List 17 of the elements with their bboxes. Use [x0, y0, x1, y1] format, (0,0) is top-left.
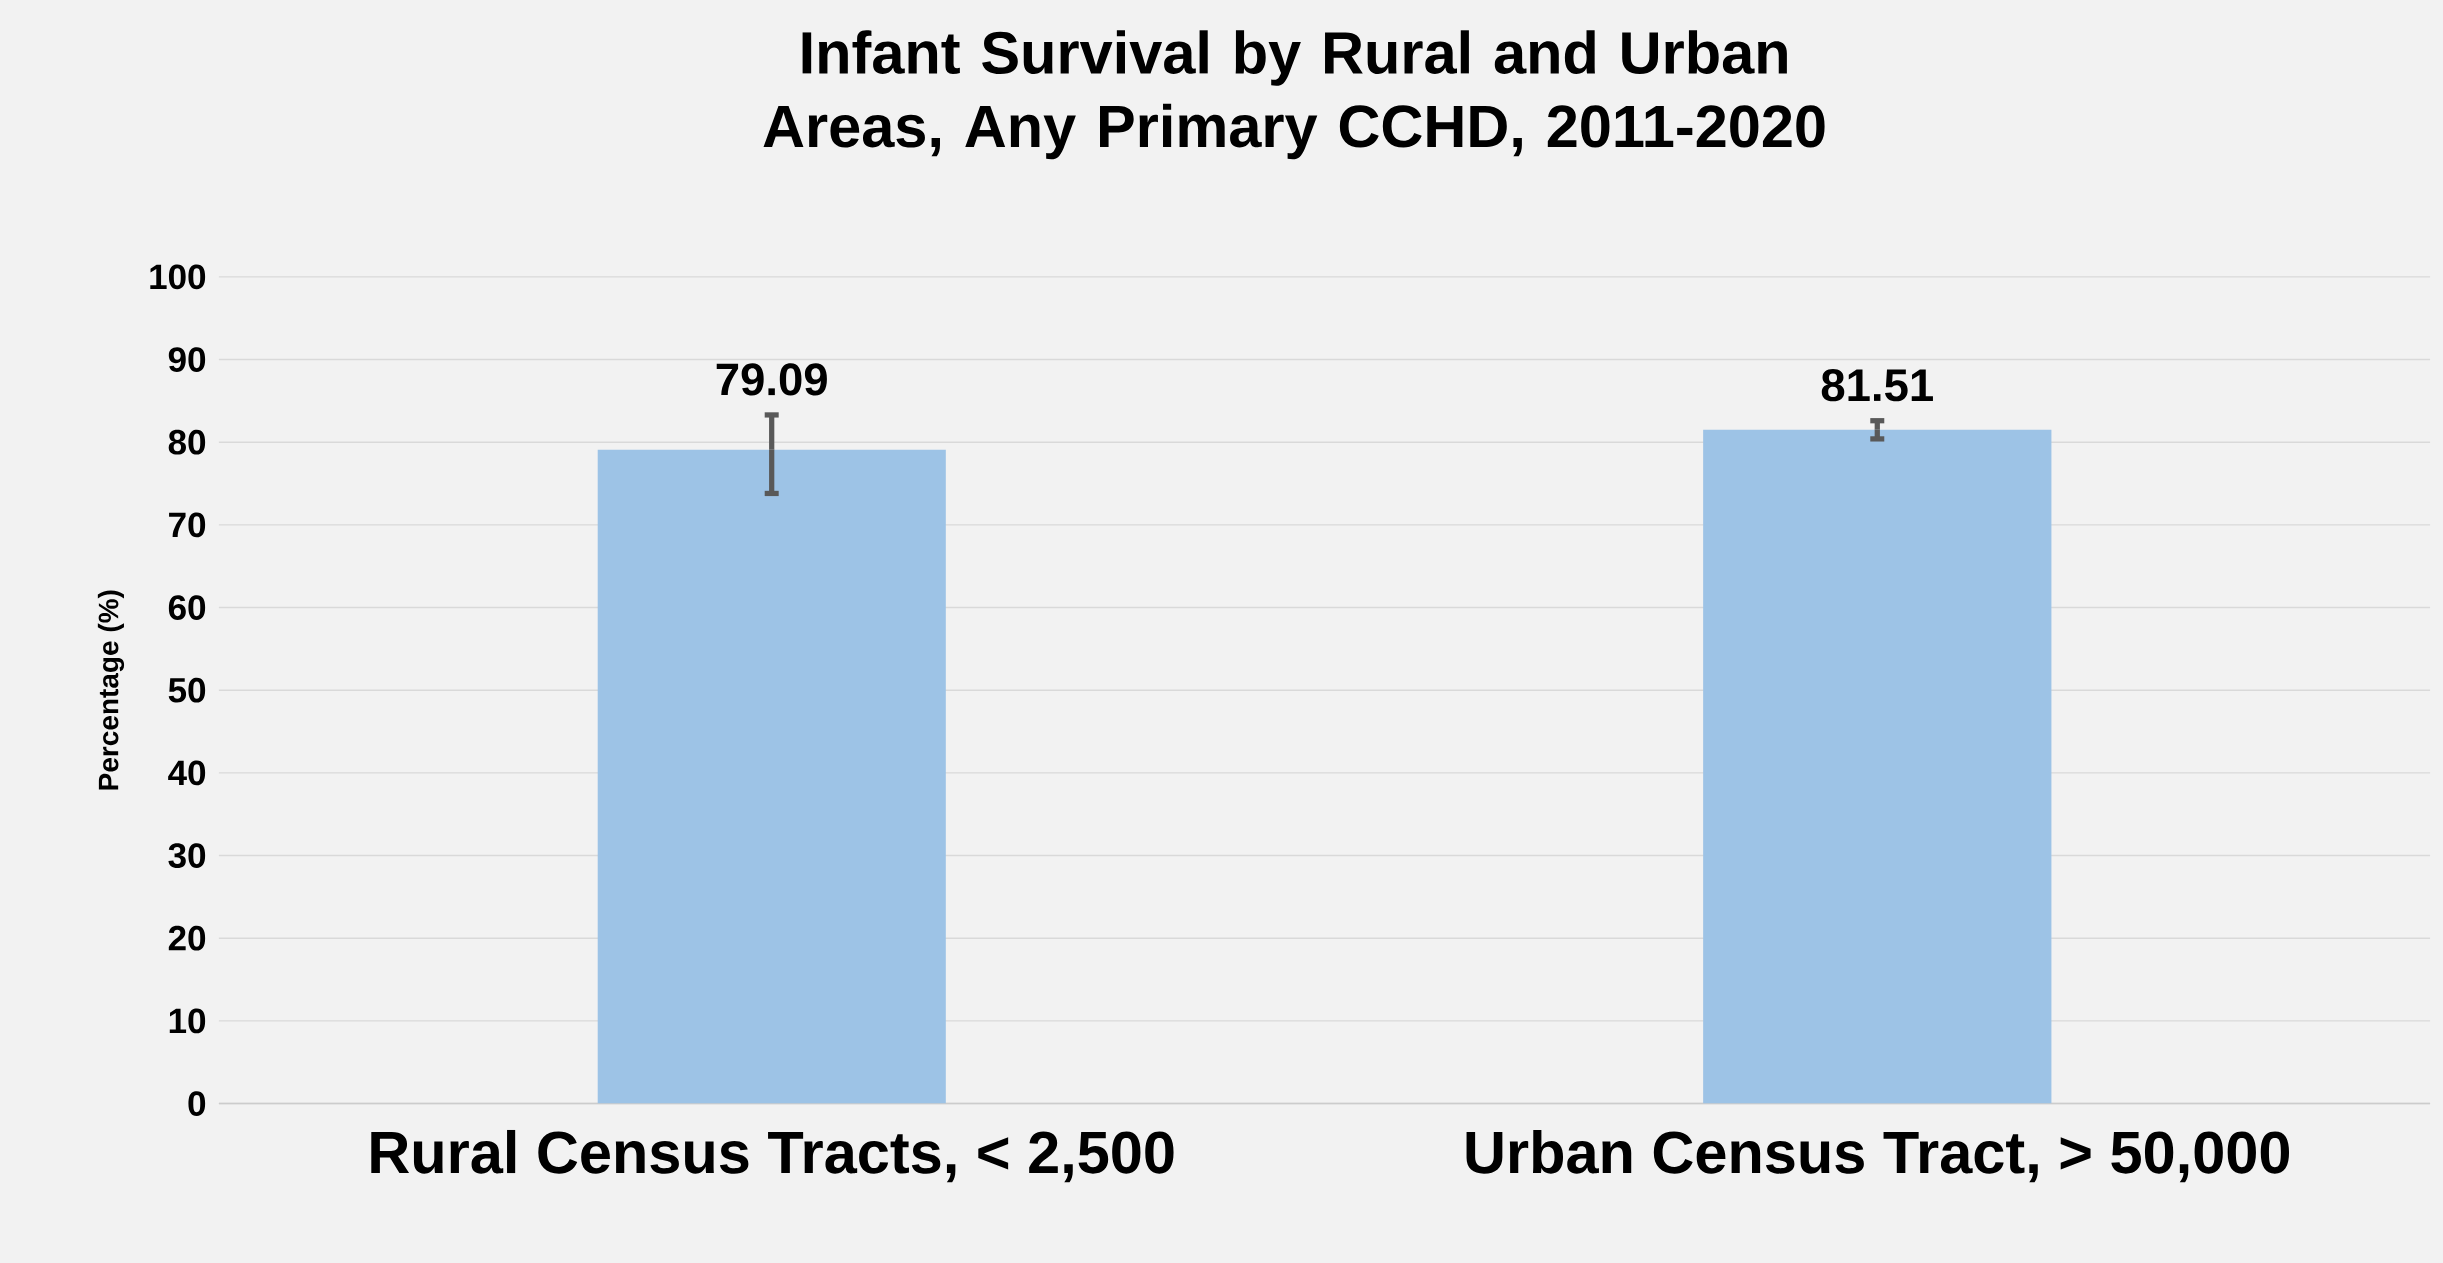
data-label: 79.09 [716, 363, 827, 396]
y-tick-label: 90 [168, 347, 206, 372]
y-tick-label: 10 [169, 1008, 206, 1034]
y-tick-label: 40 [168, 760, 206, 786]
data-label: 81.51 [1821, 369, 1933, 402]
y-tick-label: 20 [168, 925, 206, 951]
x-tick-label: Rural Census Tracts, < 2,500 [371, 1130, 1174, 1183]
y-tick-label: 50 [168, 677, 206, 703]
chart-title: Infant Survival by Rural and Urban Areas, Any Primary CCHD, 2011-2020 [763, 30, 1825, 160]
x-tick-label: Urban Census Tract, > 50,000 [1466, 1130, 2290, 1183]
y-tick-label: 60 [168, 595, 206, 620]
y-tick-label: 70 [169, 512, 206, 538]
y-tick-label: 30 [168, 843, 206, 868]
y-tick-label: 80 [168, 429, 206, 455]
y-tick-label: 100 [150, 264, 206, 290]
y-tick-label: 0 [188, 1091, 206, 1116]
y-axis-title: Percentage (%) [97, 590, 125, 790]
